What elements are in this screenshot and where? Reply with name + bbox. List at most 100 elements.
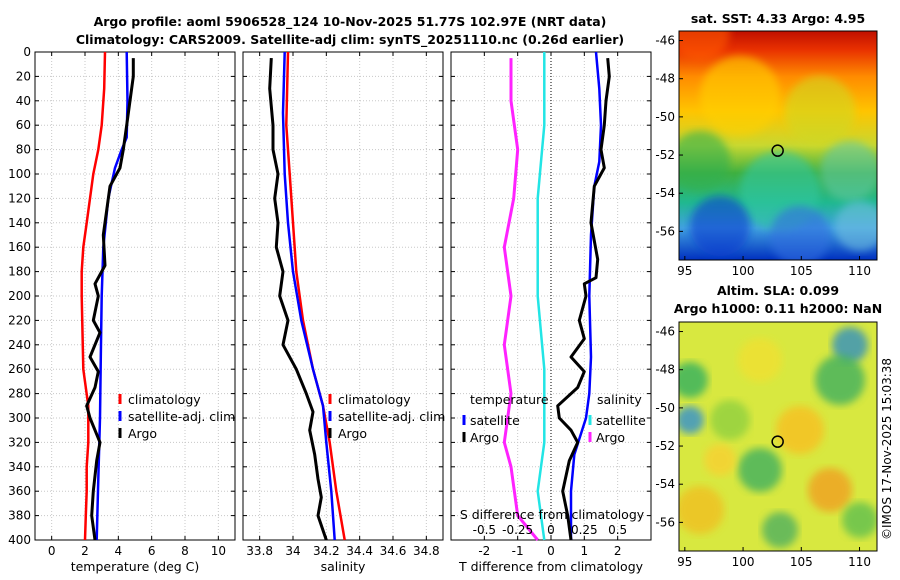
argo-location-marker bbox=[771, 435, 784, 448]
map-y-tick-label: -52 bbox=[655, 439, 675, 453]
sst-patch bbox=[820, 141, 877, 201]
s-difference-tick-label: -0.5 bbox=[473, 523, 496, 537]
x-tick-label: 34.4 bbox=[346, 544, 373, 558]
x-axis-label: salinity bbox=[321, 559, 366, 574]
map-ssh: -46 -48 -50 -52 -54 -56 95 100 105 110 bbox=[655, 321, 878, 569]
map-y-tick-label: -48 bbox=[655, 72, 675, 86]
y-tick-label: 280 bbox=[8, 387, 31, 401]
x-tick-label: 10 bbox=[211, 544, 226, 558]
sla-patch bbox=[738, 448, 782, 492]
sst-patch bbox=[700, 56, 780, 136]
series-line-argo bbox=[85, 58, 135, 541]
y-tick-label: 300 bbox=[8, 411, 31, 425]
argo-location-marker bbox=[771, 144, 784, 157]
x-tick-label: 2 bbox=[614, 544, 622, 558]
sst-map-title: sat. SST: 4.33 Argo: 4.95 bbox=[690, 11, 866, 26]
legend-label: climatology bbox=[128, 392, 201, 407]
legend-label: Argo bbox=[128, 426, 157, 441]
y-tick-label: 100 bbox=[8, 167, 31, 181]
y-tick-label: 220 bbox=[8, 313, 31, 327]
legend-label: satellite-adj. clim bbox=[338, 409, 445, 424]
map-field-sst bbox=[679, 31, 877, 260]
map-x-tick-label: 95 bbox=[677, 264, 692, 278]
grid-salinity bbox=[243, 51, 443, 541]
map-x-tick-label: 100 bbox=[732, 264, 755, 278]
sla-patch bbox=[679, 406, 704, 434]
legend-label: Argo bbox=[470, 430, 499, 445]
y-tick-label: 240 bbox=[8, 338, 31, 352]
s-difference-tick-label: 0.25 bbox=[571, 523, 598, 537]
y-tick-label: 40 bbox=[16, 94, 31, 108]
map-box bbox=[678, 30, 878, 261]
legend-difference: temperature satellite Argo salinity satellit… bbox=[460, 392, 646, 537]
sst-patch bbox=[835, 201, 877, 251]
x-tick-label: -2 bbox=[478, 544, 490, 558]
sla-patch bbox=[815, 355, 865, 405]
map-x-tick-label: 105 bbox=[790, 555, 813, 569]
map-x-tick-label: 100 bbox=[732, 555, 755, 569]
imos-watermark: ©IMOS 17-Nov-2025 15:03:38 bbox=[880, 357, 894, 540]
map-field-ssh bbox=[679, 322, 877, 551]
legend-label: Argo bbox=[338, 426, 367, 441]
sst-patch bbox=[690, 196, 750, 256]
sla-patch bbox=[832, 327, 868, 363]
grid-temperature bbox=[35, 51, 235, 541]
sst-patch bbox=[785, 76, 855, 146]
sla-patch bbox=[679, 362, 708, 398]
map-y-tick-label: -48 bbox=[655, 363, 675, 377]
y-tick-label: 0 bbox=[23, 45, 31, 59]
sla-patch bbox=[704, 444, 736, 476]
map-y-tick-label: -54 bbox=[655, 477, 675, 491]
map-x-tick-label: 105 bbox=[790, 264, 813, 278]
legend-label: climatology bbox=[338, 392, 411, 407]
sla-patch bbox=[710, 400, 750, 440]
series-line-t-argo bbox=[556, 57, 611, 541]
x-tick-label: 2 bbox=[81, 544, 89, 558]
figure-title-line2: Climatology: CARS2009. Satellite-adj cli… bbox=[75, 32, 625, 47]
y-tick-label: 200 bbox=[8, 289, 31, 303]
sst-patch bbox=[679, 31, 730, 61]
map-x-tick-label: 95 bbox=[677, 555, 692, 569]
series-line-s-satellite bbox=[536, 52, 546, 541]
x-axis-label: T difference from climatology bbox=[458, 559, 644, 574]
series-line-argo bbox=[268, 58, 328, 541]
y-tick-label: 140 bbox=[8, 216, 31, 230]
legend-label: satellite-adj. clim bbox=[128, 409, 235, 424]
panel-salinity: 33.8 34 34.2 34.4 34.6 34.8 salinity climatolog… bbox=[242, 51, 445, 574]
panel-temperature: 0 2 4 6 8 10 temperature (deg C) 0 20 40 60 80 100 12… bbox=[8, 45, 236, 574]
y-tick-label: 360 bbox=[8, 484, 31, 498]
map-y-tick-label: -46 bbox=[655, 325, 675, 339]
series-temperature bbox=[80, 51, 135, 541]
x-tick-label: 0 bbox=[48, 544, 56, 558]
x-tick-label: 8 bbox=[181, 544, 189, 558]
y-tick-label: 60 bbox=[16, 118, 31, 132]
legend-title-temperature: temperature bbox=[470, 392, 549, 407]
map-y-tick-label: -52 bbox=[655, 148, 675, 162]
sla-patch bbox=[738, 338, 782, 382]
map-y-tick-label: -46 bbox=[655, 34, 675, 48]
series-difference bbox=[502, 51, 611, 541]
figure-title-line1: Argo profile: aoml 5906528_124 10-Nov-20… bbox=[93, 14, 607, 29]
s-difference-tick-label: 0 bbox=[547, 523, 555, 537]
y-tick-label: 320 bbox=[8, 435, 31, 449]
y-tick-label: 180 bbox=[8, 265, 31, 279]
sst-patch bbox=[770, 206, 830, 260]
x-tick-label: 34.8 bbox=[413, 544, 440, 558]
series-line-s-argo bbox=[502, 58, 539, 541]
legend-title-salinity: salinity bbox=[597, 392, 642, 407]
series-salinity bbox=[268, 51, 346, 541]
y-tick-label: 160 bbox=[8, 240, 31, 254]
grid-difference bbox=[451, 51, 651, 541]
map-y-tick-label: -50 bbox=[655, 401, 675, 415]
x-tick-label: 6 bbox=[148, 544, 156, 558]
sla-map-title-line2: Argo h1000: 0.11 h2000: NaN bbox=[673, 301, 883, 316]
x-tick-label: -1 bbox=[512, 544, 524, 558]
legend-label: Argo bbox=[596, 430, 625, 445]
s-difference-tick-label: -0.25 bbox=[502, 523, 533, 537]
sst-patch bbox=[679, 131, 730, 191]
y-tick-label: 120 bbox=[8, 191, 31, 205]
map-x-tick-label: 110 bbox=[848, 555, 871, 569]
sla-patch bbox=[776, 406, 824, 454]
map-sst: -46 -48 -50 -52 -54 -56 95 100 105 110 bbox=[655, 30, 878, 278]
